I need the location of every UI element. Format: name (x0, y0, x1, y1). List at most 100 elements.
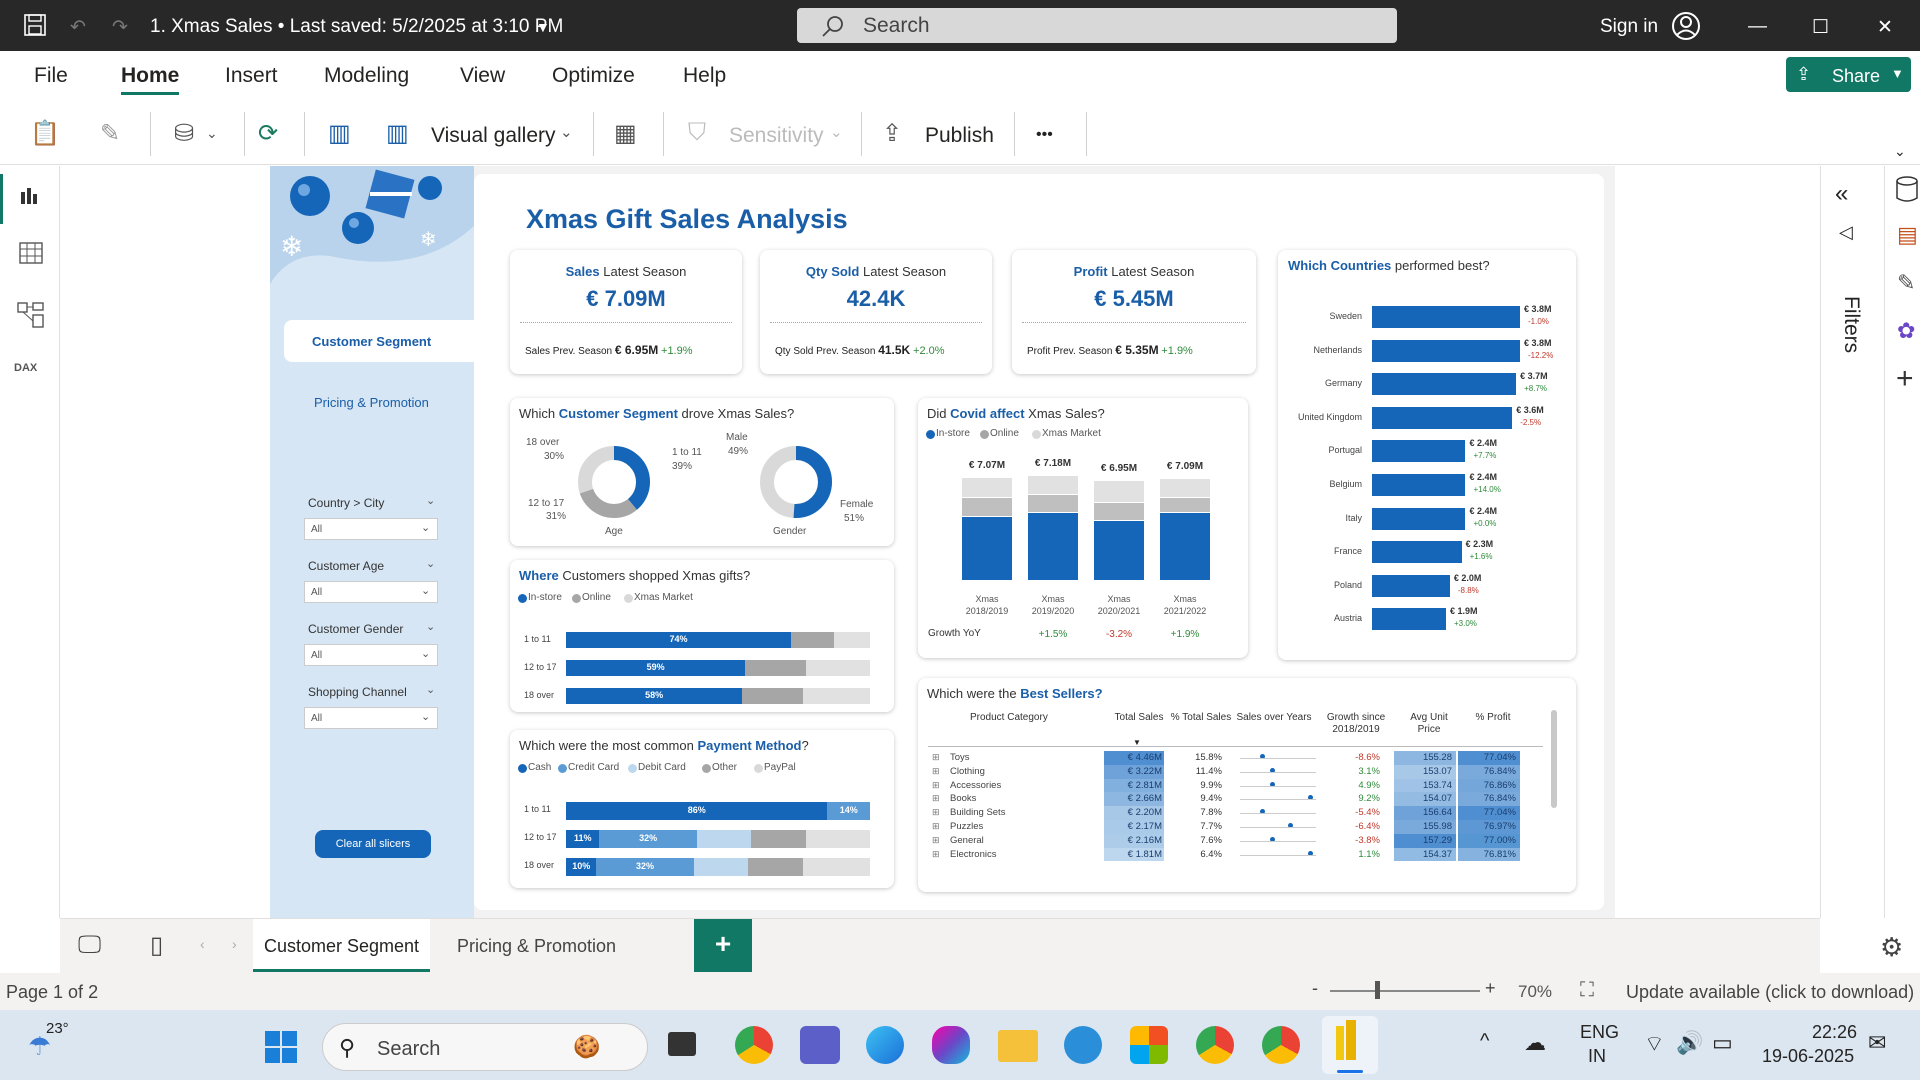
product-category[interactable]: Electronics (950, 848, 997, 860)
battery-icon[interactable]: ▭ (1712, 1030, 1733, 1055)
menu-home[interactable]: Home (121, 64, 180, 87)
clear-slicers-button[interactable]: Clear all slicers (315, 830, 431, 858)
expand-row-icon[interactable]: ⊞ (932, 765, 940, 776)
bar-segment[interactable] (742, 688, 804, 704)
get-data-icon[interactable]: ⛁ (174, 120, 195, 147)
publish-icon[interactable]: ⇪ (882, 120, 903, 147)
search-input[interactable]: Search (797, 8, 1397, 43)
bar-segment[interactable] (745, 660, 807, 676)
menu-file[interactable]: File (34, 64, 68, 87)
bar-segment[interactable]: 74% (566, 632, 791, 648)
desktop-layout-icon[interactable]: 🖵 (78, 931, 102, 958)
table-view-icon[interactable] (19, 242, 43, 264)
weather-icon[interactable]: ☂ (28, 1031, 52, 1061)
close-icon[interactable]: ✕ (1877, 17, 1893, 38)
slicer-collapse-icon[interactable]: ⌄ (426, 621, 436, 633)
region-indicator[interactable]: IN (1588, 1046, 1606, 1066)
product-category[interactable]: General (950, 834, 984, 846)
expand-row-icon[interactable]: ⊞ (932, 834, 940, 845)
minimize-icon[interactable]: — (1748, 16, 1767, 37)
bar-segment[interactable] (790, 632, 834, 648)
bar-segment[interactable] (693, 858, 749, 876)
column-segment[interactable] (1028, 494, 1078, 514)
table-header[interactable]: % Profit (1475, 712, 1511, 723)
bar-segment[interactable]: 11% (566, 830, 600, 848)
country-bar[interactable] (1372, 541, 1462, 564)
windows-start-icon[interactable] (265, 1031, 297, 1063)
publish-button[interactable]: Publish (925, 124, 994, 147)
volume-icon[interactable]: 🔊 (1676, 1030, 1704, 1055)
legend-label[interactable]: Online (990, 428, 1019, 439)
product-category[interactable]: Books (950, 793, 977, 805)
table-scrollbar[interactable] (1551, 710, 1557, 808)
visualizations-pane-icon[interactable]: ▤ (1897, 222, 1918, 247)
legend-label[interactable]: In-store (528, 592, 562, 603)
product-category[interactable]: Accessories (950, 779, 1002, 791)
menu-modeling[interactable]: Modeling (324, 64, 410, 87)
legend-label[interactable]: In-store (936, 428, 970, 439)
title-dropdown-icon[interactable]: ▼ (536, 19, 550, 35)
nav-customer-segment[interactable]: Customer Segment (284, 320, 474, 362)
report-view-icon[interactable] (19, 184, 41, 206)
menu-view[interactable]: View (460, 64, 506, 87)
add-pane-icon[interactable]: + (1896, 362, 1914, 395)
chrome-icon[interactable] (735, 1026, 773, 1064)
menu-help[interactable]: Help (683, 64, 727, 87)
calculator-icon[interactable]: ▦ (614, 120, 637, 147)
tab-pricing-promotion[interactable]: Pricing & Promotion (456, 936, 617, 956)
zoom-in-button[interactable]: + (1485, 978, 1496, 998)
legend-label[interactable]: PayPal (764, 762, 796, 773)
country-bar[interactable] (1372, 339, 1520, 362)
column-segment[interactable] (1028, 476, 1078, 495)
task-view-icon[interactable] (668, 1032, 696, 1056)
country-bar[interactable] (1372, 440, 1466, 463)
bar-segment[interactable] (833, 632, 870, 648)
share-button[interactable]: ⇪ Share ▼ (1786, 57, 1911, 92)
paste-icon[interactable]: 📋 (30, 120, 60, 147)
column-segment[interactable] (962, 516, 1012, 580)
table-header[interactable]: Avg Unit Price (1410, 712, 1448, 735)
table-header[interactable]: Total Sales (1114, 712, 1164, 723)
bar-segment[interactable]: 14% (827, 802, 870, 820)
ribbon-collapse-icon[interactable]: ⌄ (1894, 143, 1906, 159)
visual-gallery-button[interactable]: Visual gallery (431, 124, 556, 147)
column-segment[interactable] (1094, 520, 1144, 580)
undo-icon[interactable]: ↶ (70, 17, 86, 38)
settings-gear-icon[interactable]: ⚙ (1880, 932, 1904, 962)
legend-label[interactable]: Xmas Market (634, 592, 693, 603)
collapse-pane-icon[interactable]: « (1835, 180, 1849, 207)
more-options-icon[interactable]: ••• (1036, 126, 1053, 143)
table-header[interactable]: % Total Sales (1170, 712, 1232, 723)
column-segment[interactable] (1094, 481, 1144, 503)
new-visual-icon[interactable]: ▥ (328, 120, 351, 147)
file-explorer-icon[interactable] (998, 1030, 1038, 1062)
bar-segment[interactable]: 59% (566, 660, 746, 676)
copilot-app-icon[interactable] (932, 1026, 970, 1064)
show-hidden-icons[interactable]: ^ (1480, 1030, 1490, 1052)
product-category[interactable]: Toys (950, 752, 970, 763)
country-bar[interactable] (1372, 507, 1466, 530)
bar-segment[interactable] (748, 858, 804, 876)
fit-to-page-icon[interactable]: ⛶ (1580, 979, 1594, 1001)
account-icon[interactable] (1671, 11, 1701, 41)
column-segment[interactable] (962, 498, 1012, 517)
add-page-button[interactable]: + (694, 919, 752, 972)
legend-label[interactable]: Credit Card (568, 762, 620, 773)
expand-row-icon[interactable]: ⊞ (932, 793, 940, 804)
country-bar[interactable] (1372, 306, 1520, 328)
nav-pricing-promotion[interactable]: Pricing & Promotion (314, 395, 429, 410)
bar-segment[interactable] (806, 830, 870, 848)
column-segment[interactable] (1160, 498, 1210, 514)
slicer-collapse-icon[interactable]: ⌄ (426, 684, 436, 696)
bar-segment[interactable]: 86% (566, 802, 828, 820)
refresh-icon[interactable]: ⟳ (258, 120, 279, 147)
copilot-icon[interactable]: ✿ (1897, 318, 1916, 343)
filter-icon[interactable]: ◁ (1839, 222, 1853, 242)
format-pane-icon[interactable]: ✎ (1897, 270, 1916, 295)
store-icon[interactable] (1130, 1026, 1168, 1064)
column-segment[interactable] (1028, 513, 1078, 580)
bar-segment[interactable] (803, 858, 870, 876)
table-header[interactable]: Product Category (970, 712, 1048, 723)
visual-gallery-icon[interactable]: ▥ (386, 120, 409, 147)
prev-page-icon[interactable]: ‹ (200, 936, 205, 952)
